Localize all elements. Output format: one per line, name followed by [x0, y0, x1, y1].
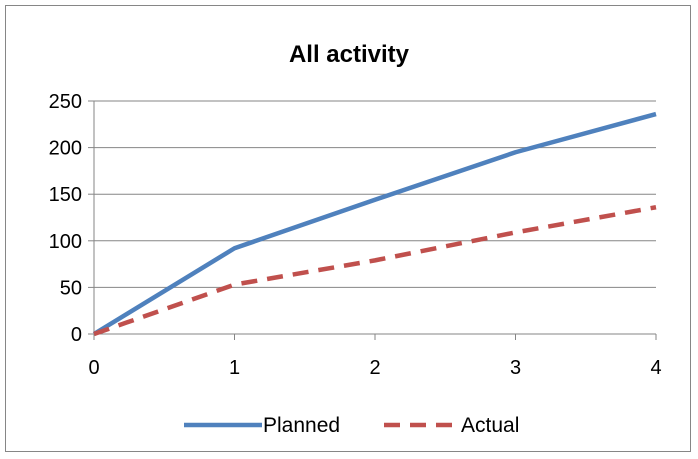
y-tick-label: 100 — [49, 231, 82, 253]
series-line-planned — [92, 111, 657, 336]
x-tick-label: 4 — [650, 357, 661, 379]
x-tick-label: 0 — [88, 357, 99, 379]
x-tick-label: 3 — [510, 357, 521, 379]
x-tick-label: 1 — [229, 357, 240, 379]
x-tick-label: 2 — [369, 357, 380, 379]
y-tick-label: 200 — [49, 138, 82, 160]
chart-frame — [5, 5, 691, 452]
gridlines — [94, 100, 656, 288]
chart-title: All activity — [289, 41, 410, 68]
y-tick-labels: 0 50 100 150 200 250 — [49, 91, 82, 346]
legend-label-planned: Planned — [263, 414, 340, 437]
y-tick-label: 0 — [71, 324, 82, 346]
x-tick-labels: 0 1 2 3 4 — [88, 357, 661, 379]
y-tick-label: 150 — [49, 184, 82, 206]
y-tick-label: 50 — [60, 277, 82, 299]
legend-label-actual: Actual — [461, 414, 519, 437]
series-lines — [92, 111, 657, 337]
series-line-actual — [93, 205, 657, 337]
y-tick-label: 250 — [49, 91, 82, 113]
axes — [88, 100, 657, 340]
legend: Planned Actual — [184, 414, 519, 437]
